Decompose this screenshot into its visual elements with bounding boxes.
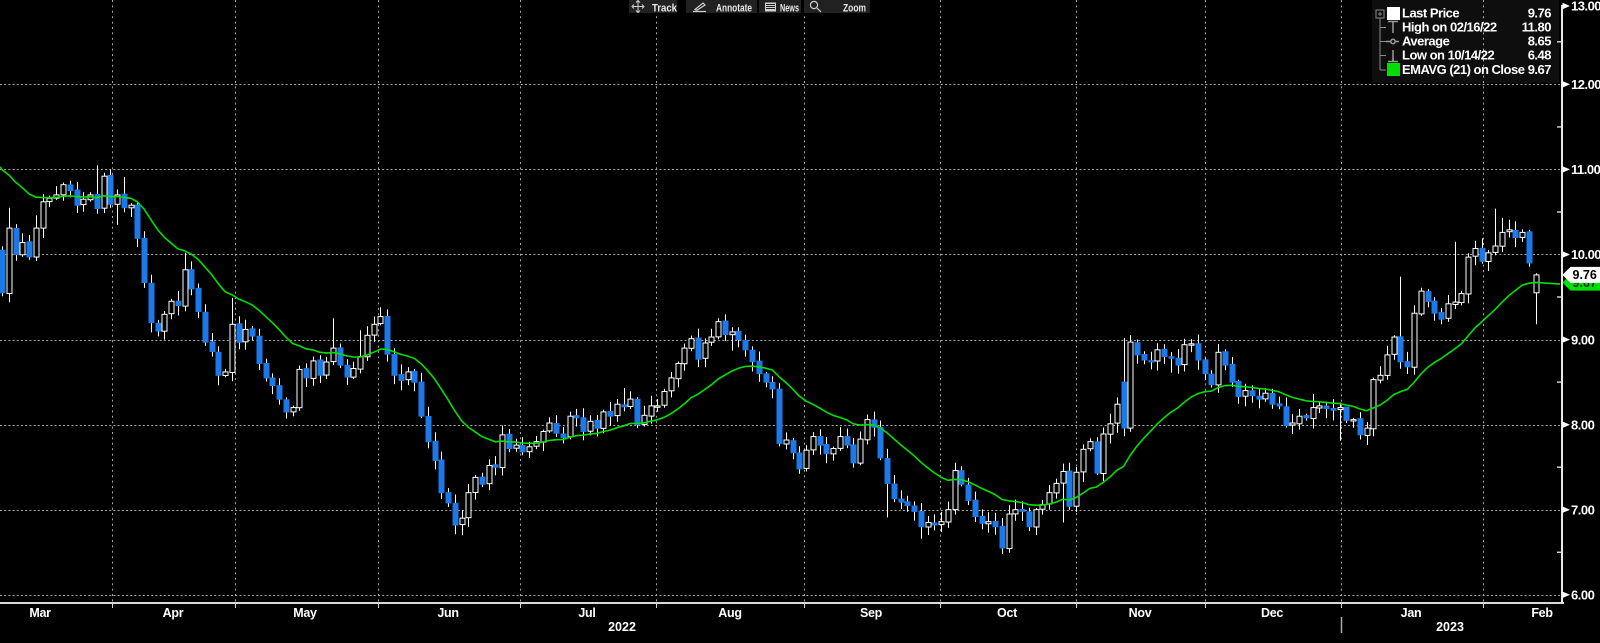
svg-text:12.00: 12.00 <box>1571 77 1600 92</box>
svg-text:11.00: 11.00 <box>1571 162 1600 177</box>
svg-text:Jun: Jun <box>437 606 458 620</box>
svg-text:2023: 2023 <box>1436 620 1464 634</box>
svg-text:News: News <box>780 2 799 14</box>
svg-text:13.00: 13.00 <box>1571 0 1600 14</box>
svg-text:9.76: 9.76 <box>1573 268 1597 282</box>
svg-text:Jul: Jul <box>578 606 595 620</box>
svg-text:Apr: Apr <box>163 606 184 620</box>
svg-text:EMAVG (21) on Close: EMAVG (21) on Close <box>1402 62 1525 77</box>
svg-text:Aug: Aug <box>718 606 741 620</box>
svg-text:Low on 10/14/22: Low on 10/14/22 <box>1402 48 1494 63</box>
svg-text:Jan: Jan <box>1401 606 1422 620</box>
svg-text:Last Price: Last Price <box>1402 6 1459 21</box>
svg-text:7.00: 7.00 <box>1571 502 1595 517</box>
svg-text:Track: Track <box>652 2 678 14</box>
svg-text:High on 02/16/22: High on 02/16/22 <box>1402 20 1497 35</box>
svg-text:8.65: 8.65 <box>1528 34 1552 49</box>
svg-text:9.76: 9.76 <box>1528 6 1552 21</box>
svg-text:2022: 2022 <box>608 620 636 634</box>
svg-text:Dec: Dec <box>1261 606 1283 620</box>
svg-text:Oct: Oct <box>997 606 1018 620</box>
svg-text:6.00: 6.00 <box>1571 588 1595 603</box>
svg-text:Average: Average <box>1402 34 1450 49</box>
svg-text:11.80: 11.80 <box>1522 20 1552 35</box>
svg-text:Mar: Mar <box>29 606 51 620</box>
svg-text:Nov: Nov <box>1129 606 1152 620</box>
svg-text:Annotate: Annotate <box>716 2 752 14</box>
svg-text:Zoom: Zoom <box>843 2 866 14</box>
svg-text:May: May <box>293 606 317 620</box>
svg-text:9.67: 9.67 <box>1528 62 1552 77</box>
svg-text:6.48: 6.48 <box>1528 48 1552 63</box>
svg-text:Sep: Sep <box>860 606 883 620</box>
svg-text:10.00: 10.00 <box>1571 247 1600 262</box>
svg-text:9.00: 9.00 <box>1571 332 1595 347</box>
svg-text:Feb: Feb <box>1531 606 1553 620</box>
svg-text:8.00: 8.00 <box>1571 417 1595 432</box>
